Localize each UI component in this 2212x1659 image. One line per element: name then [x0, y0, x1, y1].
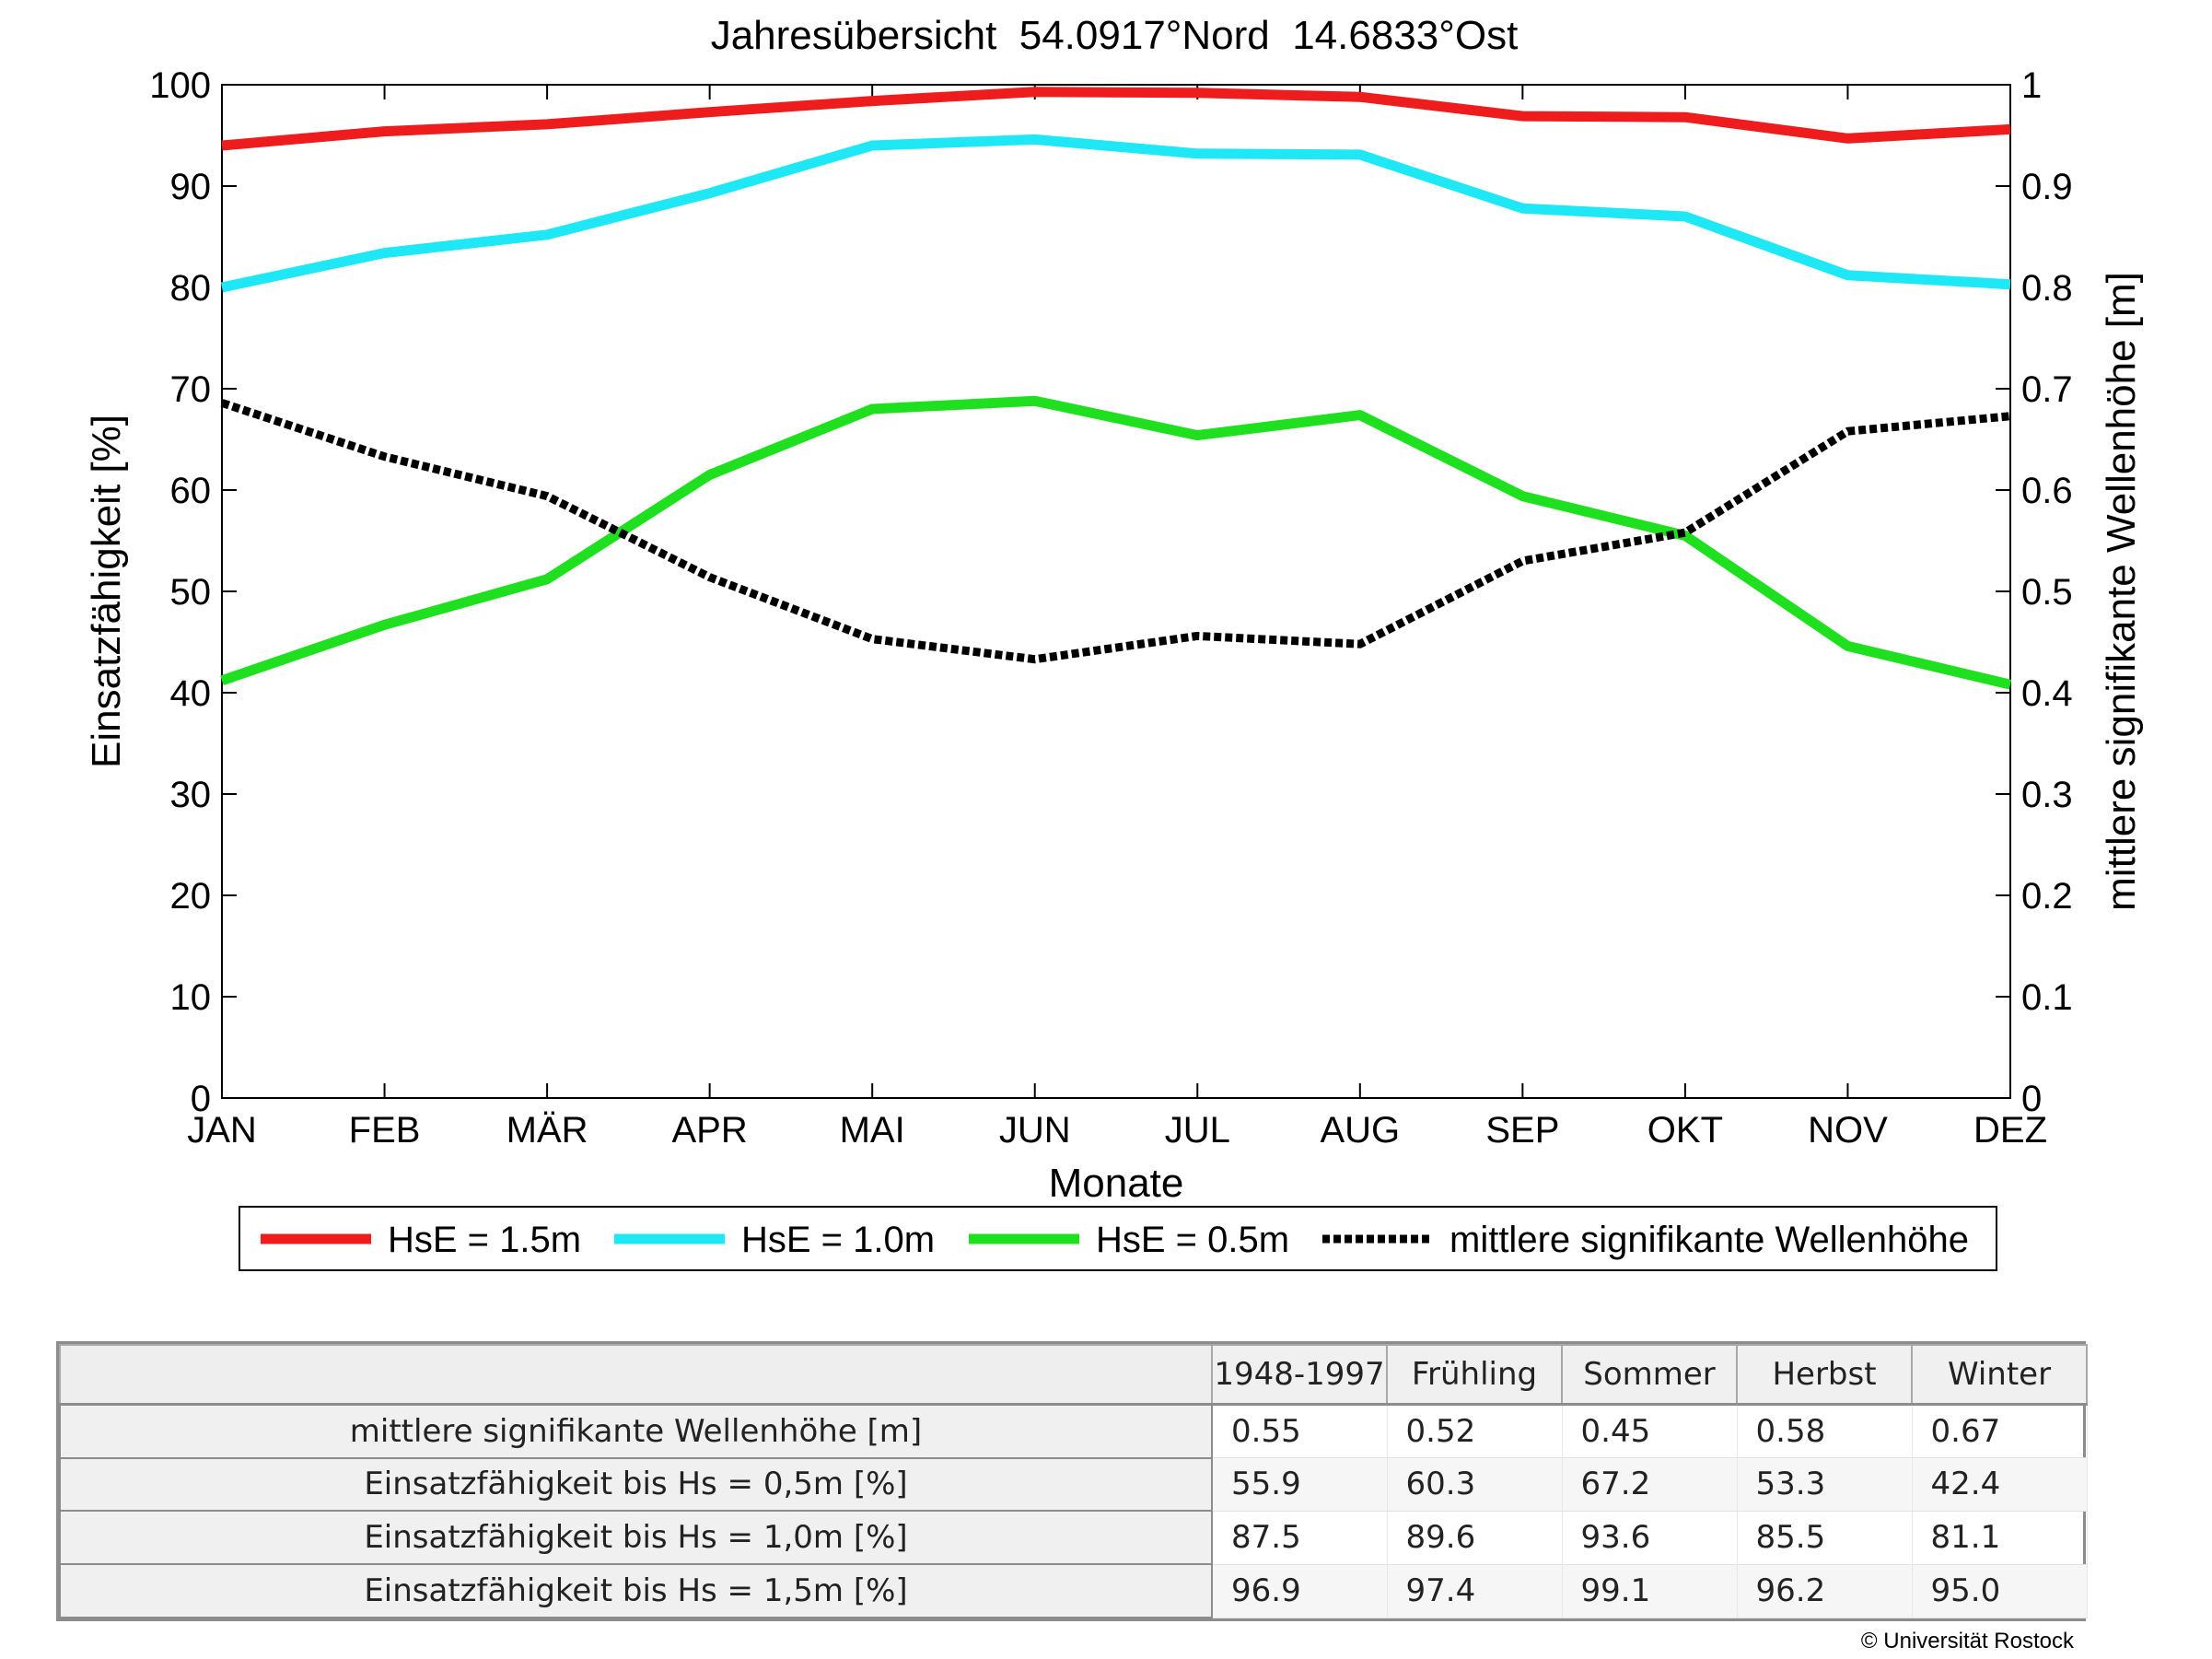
- table-cell: 99.1: [1562, 1564, 1738, 1618]
- table-cell: 87.5: [1212, 1511, 1388, 1565]
- x-tick-label: SEP: [1485, 1110, 1559, 1151]
- table-cell: 95.0: [1912, 1564, 2088, 1618]
- y-tick-label: 0: [191, 1079, 211, 1119]
- y2-axis-tick-labels: 0 0.1 0.2 0.3 0.4 0.5 0.6 0.7 0.8 0.9 1: [2021, 65, 2073, 1119]
- table-cell: 93.6: [1562, 1511, 1738, 1565]
- y-tick-label: 100: [149, 65, 211, 106]
- y-tick-label: 80: [170, 268, 212, 309]
- y2-tick-label: 0.8: [2021, 268, 2073, 309]
- table-cell: 96.9: [1212, 1564, 1388, 1618]
- series-line-1: [220, 134, 2011, 293]
- legend-label: HsE = 1.0m: [741, 1220, 935, 1260]
- x-tick-label: FEB: [349, 1110, 421, 1151]
- legend-label: HsE = 1.5m: [388, 1220, 581, 1260]
- table-cell: 60.3: [1387, 1457, 1563, 1512]
- x-tick-label: MAI: [840, 1110, 905, 1151]
- column-header: Frühling: [1386, 1344, 1563, 1406]
- table-row: Einsatzfähigkeit bis Hs = 0,5m [%] 55.9 …: [59, 1456, 2088, 1513]
- x-tick-label: DEZ: [1973, 1110, 2047, 1151]
- table-cell: 53.3: [1737, 1457, 1913, 1512]
- column-header: Winter: [1911, 1344, 2088, 1406]
- legend: HsE = 1.5m HsE = 1.0m HsE = 0.5m mittlere s…: [239, 1206, 1997, 1271]
- legend-label: HsE = 0.5m: [1096, 1220, 1289, 1260]
- legend-label: mittlere signifikante Wellenhöhe: [1449, 1220, 1969, 1260]
- column-header: Sommer: [1561, 1344, 1738, 1406]
- column-header: 1948-1997: [1211, 1344, 1388, 1406]
- column-header: Herbst: [1736, 1344, 1913, 1406]
- table-row: mittlere signifikante Wellenhöhe [m] 0.5…: [59, 1403, 2088, 1459]
- table-row: Einsatzfähigkeit bis Hs = 1,0m [%] 87.5 …: [59, 1510, 2088, 1566]
- summary-table: 1948-1997 Frühling Sommer Herbst Winter …: [56, 1341, 2088, 1621]
- chart: Jahresübersicht 54.0917°Nord 14.6833°Ost…: [84, 13, 2144, 1271]
- y-axis-tick-labels: 0 10 20 30 40 50 60 70 80 90 100: [149, 65, 211, 1119]
- table-cell: 89.6: [1387, 1511, 1563, 1565]
- table-cell: 0.55: [1212, 1404, 1388, 1459]
- y-tick-label: 30: [170, 775, 212, 815]
- x-tick-label: JAN: [187, 1110, 257, 1151]
- x-tick-label: AUG: [1320, 1110, 1400, 1151]
- table-row: Einsatzfähigkeit bis Hs = 1,5m [%] 96.9 …: [59, 1563, 2088, 1618]
- y2-tick-label: 0.4: [2021, 673, 2073, 714]
- x-axis-label: Monate: [1049, 1161, 1184, 1206]
- table-cell: 85.5: [1737, 1511, 1913, 1565]
- x-tick-label: NOV: [1808, 1110, 1888, 1151]
- table-cell: 81.1: [1912, 1511, 2088, 1565]
- y-tick-label: 40: [170, 673, 212, 714]
- y-tick-label: 50: [170, 572, 212, 613]
- table-cell: 96.2: [1737, 1564, 1913, 1618]
- table-cell: 0.67: [1912, 1404, 2088, 1459]
- y2-axis-label: mittlere signifikante Wellenhöhe [m]: [2099, 272, 2144, 911]
- y2-tick-label: 0.3: [2021, 775, 2073, 815]
- y-tick-label: 60: [170, 471, 212, 511]
- y-tick-label: 10: [170, 977, 212, 1018]
- y2-tick-label: 0.7: [2021, 369, 2073, 410]
- y2-tick-label: 0.6: [2021, 471, 2073, 511]
- chart-title: Jahresübersicht 54.0917°Nord 14.6833°Ost: [711, 13, 1519, 58]
- series-line-2: [220, 395, 2012, 690]
- x-tick-label: MÄR: [506, 1110, 588, 1151]
- legend-box: [239, 1206, 1997, 1271]
- x-tick-label: OKT: [1647, 1110, 1723, 1151]
- y2-tick-label: 0.9: [2021, 167, 2073, 207]
- table-cell: 55.9: [1212, 1457, 1388, 1512]
- y2-tick-label: 0.2: [2021, 876, 2073, 917]
- y2-tick-label: 0.1: [2021, 977, 2073, 1018]
- row-label: Einsatzfähigkeit bis Hs = 1,0m [%]: [59, 1510, 1213, 1566]
- y2-tick-label: 0.5: [2021, 572, 2073, 613]
- row-label: Einsatzfähigkeit bis Hs = 0,5m [%]: [59, 1456, 1213, 1513]
- row-label: Einsatzfähigkeit bis Hs = 1,5m [%]: [59, 1563, 1213, 1618]
- x-tick-label: APR: [672, 1110, 748, 1151]
- table-cell: 67.2: [1562, 1457, 1738, 1512]
- x-tick-label: JUN: [999, 1110, 1071, 1151]
- series-line-3: [220, 399, 2011, 664]
- y2-tick-label: 1: [2021, 65, 2042, 106]
- table-cell: 42.4: [1912, 1457, 2088, 1512]
- x-tick-label: JUL: [1165, 1110, 1230, 1151]
- x-axis-tick-labels: JAN FEB MÄR APR MAI JUN JUL AUG SEP OKT NOV DEZ: [187, 1110, 2047, 1151]
- y-tick-label: 70: [170, 369, 212, 410]
- table-cell: 0.52: [1387, 1404, 1563, 1459]
- series-line-0: [221, 87, 2011, 151]
- y-tick-label: 20: [170, 876, 212, 917]
- series-lines: [220, 87, 2012, 690]
- y2-tick-label: 0: [2021, 1079, 2042, 1119]
- table-cell: 97.4: [1387, 1564, 1563, 1618]
- y-axis-label: Einsatzfähigkeit [%]: [84, 415, 129, 768]
- y-tick-label: 90: [170, 167, 212, 207]
- copyright-notice: © Universität Rostock: [1860, 1629, 2074, 1653]
- table-corner: [59, 1344, 1213, 1406]
- table-cell: 0.58: [1737, 1404, 1913, 1459]
- table-cell: 0.45: [1562, 1404, 1738, 1459]
- row-label: mittlere signifikante Wellenhöhe [m]: [59, 1403, 1213, 1459]
